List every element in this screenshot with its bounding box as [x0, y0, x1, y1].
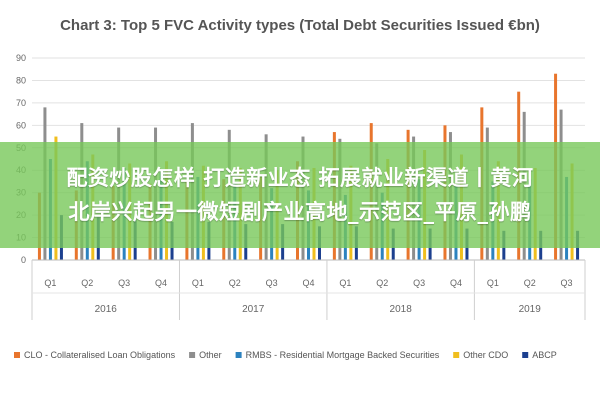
y-tick-label: 0 [21, 255, 26, 265]
x-tick-label: Q3 [413, 278, 425, 288]
x-tick-label: Q4 [155, 278, 167, 288]
y-tick-label: 60 [16, 120, 26, 130]
legend-swatch [235, 352, 242, 358]
legend-swatch [453, 352, 460, 358]
x-tick-label: Q2 [229, 278, 241, 288]
x-tick-label: Q2 [524, 278, 536, 288]
legend: CLO - Collateralised Loan Obligations Oth… [14, 350, 557, 360]
legend-item: ABCP [532, 350, 557, 360]
x-group-label: 2018 [390, 304, 413, 315]
legend-item: Other [199, 350, 222, 360]
x-tick-label: Q2 [81, 278, 93, 288]
x-tick-label: Q3 [561, 278, 573, 288]
x-tick-label: Q4 [302, 278, 314, 288]
y-tick-label: 70 [16, 98, 26, 108]
x-group-label: 2016 [95, 304, 118, 315]
x-tick-label: Q1 [192, 278, 204, 288]
y-tick-label: 80 [16, 75, 26, 85]
x-group-label: 2017 [242, 304, 265, 315]
x-tick-label: Q1 [44, 278, 56, 288]
x-axis: Q1 Q2 Q3 Q4 Q1 Q2 Q3 Q4 Q1 Q2 Q3 Q4 Q1 Q2 Q3 2016 2017 20… [31, 259, 586, 320]
x-tick-label: Q1 [339, 278, 351, 288]
x-tick-label: Q2 [376, 278, 388, 288]
x-group-label: 2019 [519, 304, 542, 315]
legend-swatch [522, 352, 529, 358]
promo-banner[interactable]: 配资炒股怎样 打造新业态 拓展就业新渠道丨黄河 北岸兴起另一微短剧产业高地_示范… [0, 142, 600, 248]
legend-item: RMBS - Residential Mortgage Backed Secur… [246, 350, 440, 360]
chart-title: Chart 3: Top 5 FVC Activity types (Total… [60, 17, 540, 34]
banner-line-2: 北岸兴起另一微短剧产业高地_示范区_平原_孙鹏 [68, 200, 532, 224]
legend-swatch [189, 352, 196, 358]
x-tick-label: Q4 [450, 278, 462, 288]
y-tick-label: 90 [16, 53, 26, 63]
legend-item: Other CDO [463, 350, 508, 360]
x-tick-label: Q3 [266, 278, 278, 288]
x-tick-label: Q1 [487, 278, 499, 288]
legend-item: CLO - Collateralised Loan Obligations [24, 350, 176, 360]
legend-swatch [14, 352, 20, 358]
banner-line-1: 配资炒股怎样 打造新业态 拓展就业新渠道丨黄河 [66, 166, 534, 190]
x-tick-label: Q3 [118, 278, 130, 288]
